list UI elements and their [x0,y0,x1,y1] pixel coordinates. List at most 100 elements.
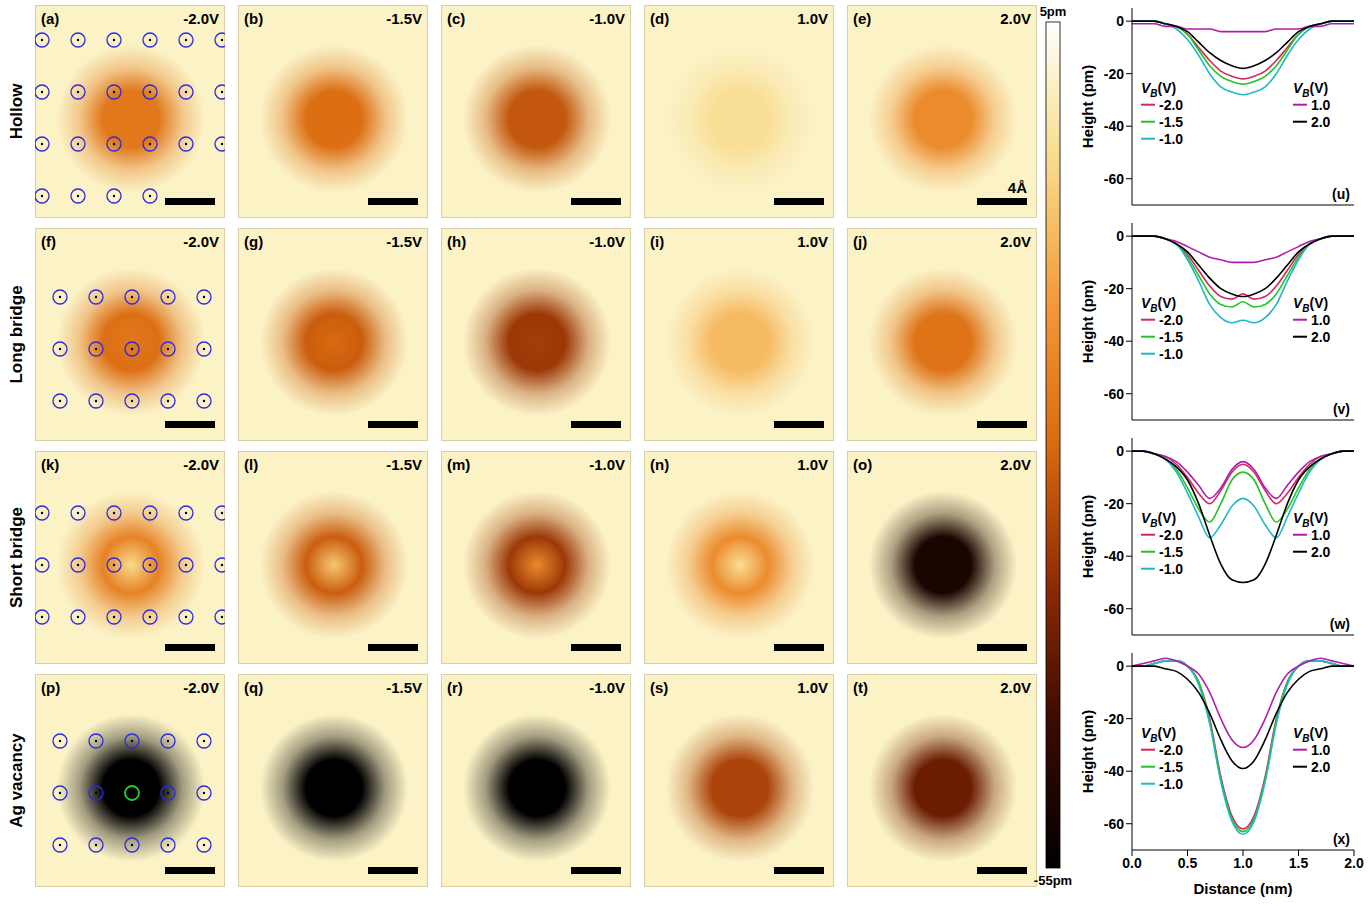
svg-text:0.5: 0.5 [1178,855,1198,871]
svg-text:-1.5V: -1.5V [386,233,422,250]
svg-text:2.0V: 2.0V [1000,456,1031,473]
svg-text:-2.0: -2.0 [1159,527,1183,543]
svg-text:-60: -60 [1104,601,1124,617]
svg-text:-1.0: -1.0 [1159,346,1183,362]
svg-text:-20: -20 [1104,66,1124,82]
svg-text:(p): (p) [41,679,60,696]
svg-text:2.0: 2.0 [1344,855,1364,871]
svg-text:Height (pm): Height (pm) [1079,710,1096,793]
svg-text:-1.0: -1.0 [1159,776,1183,792]
svg-text:1.0: 1.0 [1311,527,1331,543]
svg-text:1.0: 1.0 [1233,855,1253,871]
svg-text:(d): (d) [650,10,669,27]
svg-text:Height (pm): Height (pm) [1079,280,1096,363]
svg-text:(m): (m) [447,456,470,473]
svg-text:0: 0 [1116,658,1124,674]
svg-text:1.0V: 1.0V [797,10,828,27]
svg-text:-40: -40 [1104,548,1124,564]
svg-text:-2.0: -2.0 [1159,312,1183,328]
svg-text:-40: -40 [1104,333,1124,349]
svg-text:-1.0: -1.0 [1159,561,1183,577]
svg-text:(q): (q) [244,679,263,696]
svg-text:VB(V): VB(V) [1293,725,1328,744]
svg-text:-1.5V: -1.5V [386,679,422,696]
svg-text:-20: -20 [1104,281,1124,297]
svg-text:4Å: 4Å [1008,179,1027,196]
svg-text:2.0V: 2.0V [1000,10,1031,27]
svg-text:1.0V: 1.0V [797,679,828,696]
svg-text:2.0: 2.0 [1311,114,1331,130]
svg-text:2.0V: 2.0V [1000,679,1031,696]
svg-text:Hollow: Hollow [7,83,26,139]
svg-text:(e): (e) [853,10,871,27]
svg-text:(b): (b) [244,10,263,27]
svg-text:-1.5: -1.5 [1159,329,1183,345]
svg-text:2.0: 2.0 [1311,329,1331,345]
svg-text:-1.5V: -1.5V [386,10,422,27]
svg-text:(f): (f) [41,233,56,250]
svg-text:(n): (n) [650,456,669,473]
svg-text:1.0: 1.0 [1311,742,1331,758]
svg-text:VB(V): VB(V) [1293,295,1328,314]
svg-text:VB(V): VB(V) [1141,295,1176,314]
svg-text:-1.5: -1.5 [1159,114,1183,130]
svg-text:1.0: 1.0 [1311,97,1331,113]
svg-text:-60: -60 [1104,816,1124,832]
svg-text:Distance (nm): Distance (nm) [1193,880,1292,897]
svg-text:5pm: 5pm [1040,4,1067,19]
svg-text:(r): (r) [447,679,463,696]
svg-text:(l): (l) [244,456,258,473]
svg-text:-1.0V: -1.0V [589,10,625,27]
svg-text:2.0V: 2.0V [1000,233,1031,250]
svg-text:(v): (v) [1333,401,1350,417]
svg-text:(j): (j) [853,233,867,250]
svg-text:(o): (o) [853,456,872,473]
svg-text:-1.5V: -1.5V [386,456,422,473]
svg-text:(x): (x) [1333,831,1350,847]
svg-text:-40: -40 [1104,763,1124,779]
svg-text:-2.0V: -2.0V [183,10,219,27]
svg-text:-2.0V: -2.0V [183,456,219,473]
svg-text:(h): (h) [447,233,466,250]
svg-text:0: 0 [1116,443,1124,459]
svg-text:-1.5: -1.5 [1159,544,1183,560]
svg-text:Ag vacancy: Ag vacancy [7,733,26,828]
svg-text:VB(V): VB(V) [1141,725,1176,744]
svg-text:VB(V): VB(V) [1293,80,1328,99]
svg-text:-20: -20 [1104,496,1124,512]
svg-text:-55pm: -55pm [1034,873,1072,888]
svg-text:-60: -60 [1104,386,1124,402]
svg-text:1.5: 1.5 [1289,855,1309,871]
svg-text:VB(V): VB(V) [1293,510,1328,529]
svg-text:VB(V): VB(V) [1141,510,1176,529]
svg-text:-2.0: -2.0 [1159,97,1183,113]
svg-text:1.0V: 1.0V [797,233,828,250]
svg-text:Short bridge: Short bridge [7,507,26,608]
svg-text:Long bridge: Long bridge [7,285,26,383]
svg-text:Height (pm): Height (pm) [1079,495,1096,578]
svg-text:(s): (s) [650,679,668,696]
svg-text:-1.0: -1.0 [1159,131,1183,147]
svg-text:(t): (t) [853,679,868,696]
svg-text:2.0: 2.0 [1311,544,1331,560]
svg-text:-2.0V: -2.0V [183,679,219,696]
svg-text:(a): (a) [41,10,59,27]
svg-text:-60: -60 [1104,171,1124,187]
svg-text:Height (pm): Height (pm) [1079,65,1096,148]
svg-text:-1.0V: -1.0V [589,679,625,696]
svg-text:(u): (u) [1332,186,1350,202]
svg-text:0: 0 [1116,228,1124,244]
svg-text:-1.5: -1.5 [1159,759,1183,775]
svg-text:0.0: 0.0 [1122,855,1142,871]
svg-text:-40: -40 [1104,118,1124,134]
svg-text:-20: -20 [1104,711,1124,727]
svg-text:-2.0: -2.0 [1159,742,1183,758]
svg-text:(k): (k) [41,456,59,473]
svg-text:(w): (w) [1330,616,1350,632]
svg-text:2.0: 2.0 [1311,759,1331,775]
svg-text:-1.0V: -1.0V [589,233,625,250]
svg-text:VB(V): VB(V) [1141,80,1176,99]
svg-text:-1.0V: -1.0V [589,456,625,473]
svg-text:(g): (g) [244,233,263,250]
svg-text:(c): (c) [447,10,465,27]
